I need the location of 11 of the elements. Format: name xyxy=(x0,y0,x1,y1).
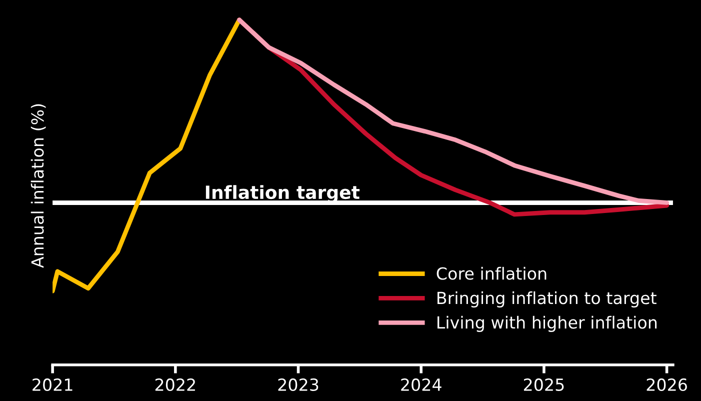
legend-label: Bringing inflation to target xyxy=(438,291,656,308)
x-tick-label: 2024 xyxy=(401,378,442,392)
x-tick-label: 2021 xyxy=(32,378,72,392)
y-axis-title: Annual inflation (%) xyxy=(30,104,46,268)
x-tick-label: 2023 xyxy=(278,378,318,392)
ref-line-label: Inflation target xyxy=(206,185,360,203)
x-tick-label: 2025 xyxy=(524,378,564,392)
legend-label: Core inflation xyxy=(436,266,546,280)
x-tick-label: 2022 xyxy=(155,378,195,392)
x-tick-label: 2026 xyxy=(646,378,687,392)
legend-label: Living with higher inflation xyxy=(438,316,657,332)
